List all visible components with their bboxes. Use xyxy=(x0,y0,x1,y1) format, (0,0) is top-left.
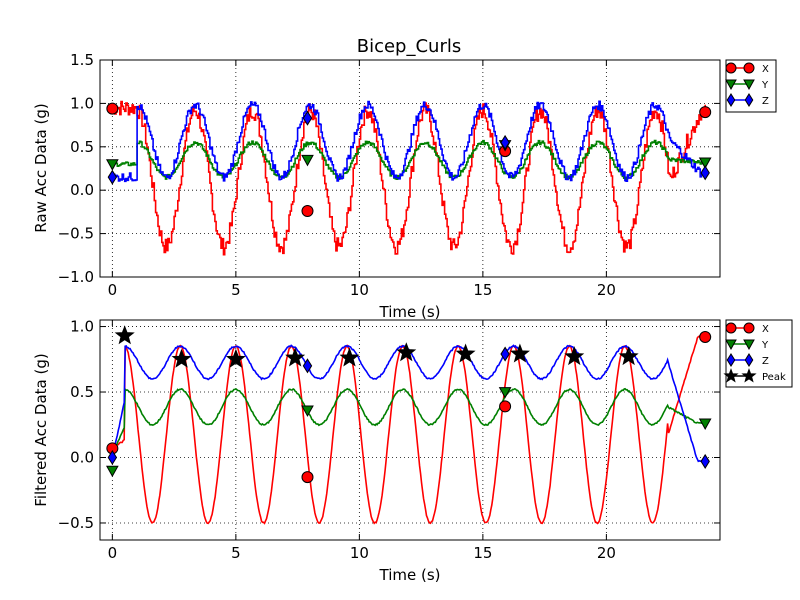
legend-marker-y xyxy=(725,79,737,91)
series-line-y xyxy=(111,387,706,456)
marker-peak xyxy=(171,348,192,368)
top-axes-frame xyxy=(99,59,721,278)
legend-marker-x xyxy=(743,322,755,334)
marker-y xyxy=(498,387,512,399)
x-tick-label: 10 xyxy=(350,281,369,299)
marker-z xyxy=(500,346,510,362)
x-tick-label: 20 xyxy=(597,544,616,562)
series-line-y xyxy=(112,139,706,180)
top-x-axis-label: Time (s) xyxy=(379,303,441,321)
legend-marker-z xyxy=(744,93,754,107)
marker-x xyxy=(301,205,314,218)
y-tick-label: 1.0 xyxy=(70,94,94,112)
y-tick-label: 0.5 xyxy=(70,383,94,401)
marker-z xyxy=(302,110,313,126)
x-tick-label: 20 xyxy=(597,281,616,299)
marker-y xyxy=(301,154,314,167)
y-tick-label: 1.5 xyxy=(70,51,94,69)
marker-peak xyxy=(114,325,135,345)
legend-marker-peak xyxy=(723,368,739,383)
bottom-y-axis-label: Filtered Acc Data (g) xyxy=(32,353,50,506)
bottom-plot: 0 5 10 15 20 −0.5 0.0 0.5 1.0 xyxy=(58,318,721,562)
marker-peak xyxy=(564,346,585,366)
top-plot: 0 5 10 15 20 −1.0 −0.5 0.0 0.5 1.0 1.5 xyxy=(58,51,721,299)
marker-y xyxy=(698,418,712,430)
bottom-legend: XYZ Peak xyxy=(723,319,793,388)
legend-label-peak: Peak xyxy=(762,372,786,383)
top-series-markers xyxy=(106,102,712,218)
legend-label-y: Y xyxy=(761,80,769,91)
marker-x xyxy=(301,471,314,484)
chart-title: Bicep_Curls xyxy=(357,36,462,57)
x-tick-label: 0 xyxy=(108,544,118,562)
marker-x xyxy=(699,106,712,119)
top-series-lines xyxy=(112,100,706,256)
top-legend: XYZ xyxy=(725,59,777,113)
bottom-series-markers xyxy=(106,325,712,484)
x-tick-label: 5 xyxy=(231,544,241,562)
bottom-legend-box xyxy=(725,319,793,388)
marker-z xyxy=(107,169,118,185)
marker-y xyxy=(106,159,119,171)
marker-x xyxy=(499,400,512,413)
marker-peak xyxy=(225,348,246,368)
x-tick-label: 10 xyxy=(350,544,369,562)
legend-marker-z xyxy=(726,93,736,107)
top-legend-items: XYZ xyxy=(725,62,769,107)
y-tick-label: 0.0 xyxy=(70,449,94,467)
legend-label-y: Y xyxy=(761,340,769,351)
legend-marker-z xyxy=(726,353,736,367)
bottom-x-axis-label: Time (s) xyxy=(379,566,441,584)
marker-peak xyxy=(618,346,639,366)
legend-marker-x xyxy=(725,322,737,334)
legend-label-z: Z xyxy=(762,96,769,107)
y-tick-label: 0.0 xyxy=(70,181,94,199)
marker-peak xyxy=(339,347,360,367)
x-tick-label: 15 xyxy=(473,281,492,299)
bottom-legend-items: XYZ Peak xyxy=(723,322,786,383)
marker-z xyxy=(700,453,710,469)
legend-label-x: X xyxy=(762,64,769,75)
legend-marker-peak xyxy=(741,368,757,383)
x-tick-label: 5 xyxy=(231,281,241,299)
legend-label-x: X xyxy=(762,324,769,335)
marker-y xyxy=(106,465,119,478)
marker-z xyxy=(302,358,313,374)
legend-marker-z xyxy=(744,353,754,367)
marker-z xyxy=(107,449,118,466)
marker-peak xyxy=(509,343,530,363)
marker-peak xyxy=(396,342,417,362)
top-ticks: 0 5 10 15 20 −1.0 −0.5 0.0 0.5 1.0 1.5 xyxy=(58,51,720,299)
y-tick-label: −0.5 xyxy=(58,514,94,532)
y-tick-label: −0.5 xyxy=(58,225,94,243)
bottom-axes-frame xyxy=(99,319,721,541)
marker-z xyxy=(500,134,510,151)
marker-x xyxy=(106,102,119,115)
marker-peak xyxy=(285,347,306,367)
legend-marker-x xyxy=(743,62,755,74)
top-y-axis-label: Raw Acc Data (g) xyxy=(32,103,50,232)
marker-peak xyxy=(455,343,476,363)
series-line-z xyxy=(112,100,706,183)
legend-marker-x xyxy=(725,62,737,74)
x-tick-label: 15 xyxy=(473,544,492,562)
y-tick-label: 1.0 xyxy=(70,318,94,336)
marker-y xyxy=(698,157,712,169)
marker-x xyxy=(699,331,712,344)
legend-marker-y xyxy=(725,339,737,351)
marker-z xyxy=(700,165,710,181)
legend-marker-y xyxy=(743,339,755,351)
bottom-ticks: 0 5 10 15 20 −0.5 0.0 0.5 1.0 xyxy=(58,318,720,562)
series-line-x xyxy=(111,335,706,525)
y-tick-label: 0.5 xyxy=(70,138,94,156)
y-tick-label: −1.0 xyxy=(58,268,94,286)
legend-marker-y xyxy=(743,79,755,91)
marker-y xyxy=(301,405,314,417)
legend-label-z: Z xyxy=(762,356,769,367)
x-tick-label: 0 xyxy=(108,281,118,299)
